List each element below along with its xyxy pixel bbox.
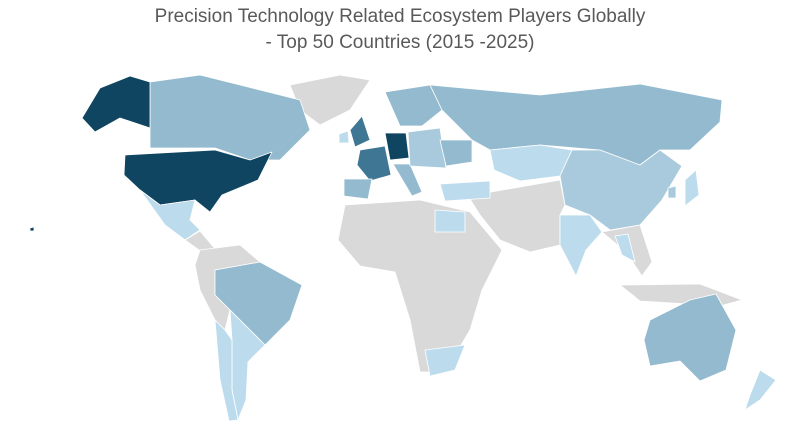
country-nordics: Nordics: [384, 84, 443, 127]
country-kazakhstan: Kazakhstan: [489, 144, 573, 182]
country-alaska-us: Alaska (US): [81, 75, 151, 133]
country-canada: Canada: [149, 74, 311, 161]
map-title-line-2: - Top 50 Countries (2015 -2025): [265, 32, 535, 53]
country-germany: Germany: [384, 132, 410, 161]
country-united-states: United States: [123, 149, 273, 213]
country-thailand-vietnam: Thailand & Vietnam: [614, 233, 636, 263]
country-italy: Italy: [392, 163, 423, 197]
country-turkey: Turkey: [439, 180, 491, 202]
country-africa: Africa: [337, 199, 503, 373]
country-brazil: Brazil: [214, 261, 303, 346]
country-india: India: [559, 214, 603, 277]
country-indonesia-png: Indonesia & PNG: [619, 283, 743, 307]
country-hawaii-us: Hawaii (US): [29, 226, 35, 232]
country-poland-central-europe: Poland & Central Europe: [407, 127, 447, 169]
country-chile: Chile: [214, 319, 239, 422]
country-united-kingdom: United Kingdom: [349, 115, 371, 148]
map-title: Precision Technology Related Ecosystem P…: [0, 4, 800, 56]
country-australia: Australia: [643, 293, 737, 382]
country-china: China: [559, 149, 683, 231]
map-title-line-1: Precision Technology Related Ecosystem P…: [154, 6, 646, 27]
country-mexico: Mexico: [139, 189, 201, 241]
country-new-zealand: New Zealand: [744, 369, 777, 411]
country-france: France: [356, 145, 392, 182]
country-ukraine: Ukraine: [439, 139, 473, 167]
country-south-africa: South Africa: [424, 344, 466, 377]
country-egypt: Egypt: [434, 209, 466, 233]
country-japan: Japan: [684, 169, 700, 207]
country-spain: Spain: [343, 178, 373, 200]
country-south-korea: South Korea: [667, 185, 677, 199]
country-ireland: Ireland: [338, 130, 350, 144]
